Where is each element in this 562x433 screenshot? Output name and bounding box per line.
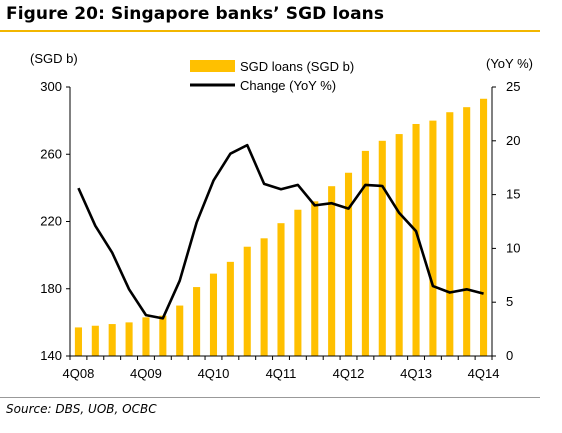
legend-label-line: Change (YoY %)	[240, 78, 336, 93]
right-tick-label: 20	[506, 133, 520, 148]
left-tick-label: 220	[40, 214, 62, 229]
title-underline	[0, 30, 540, 32]
bar	[463, 107, 471, 356]
x-tick-label: 4Q11	[266, 366, 297, 381]
left-tick-label: 300	[40, 79, 62, 94]
left-tick-label: 140	[40, 348, 62, 363]
x-tick-label: 4Q08	[63, 366, 95, 381]
left-tick-label: 180	[40, 281, 62, 296]
bar	[142, 317, 150, 356]
right-tick-label: 25	[506, 79, 520, 94]
bar	[74, 327, 82, 356]
x-tick-label: 4Q14	[468, 366, 500, 381]
left-tick-label: 260	[40, 146, 62, 161]
x-tick-label: 4Q13	[400, 366, 432, 381]
bar	[125, 322, 133, 356]
bar	[260, 238, 268, 356]
bar	[294, 209, 302, 356]
axes	[66, 86, 496, 360]
figure-title: Figure 20: Singapore banks’ SGD loans	[6, 4, 385, 24]
bar	[159, 315, 167, 356]
bar	[193, 287, 201, 356]
bar	[226, 261, 234, 356]
bar	[480, 98, 488, 357]
bar	[328, 186, 336, 356]
bar-series	[74, 98, 488, 357]
yoy-change-line	[77, 143, 484, 320]
source-note: Source: DBS, UOB, OCBC	[6, 402, 157, 416]
tick-labels: 140 180 220 260 300 0 5 10 15 20 25 4Q08 4Q09 4Q10 4Q1…	[40, 79, 520, 381]
bar	[344, 172, 353, 356]
x-tick-label: 4Q10	[198, 366, 230, 381]
bar	[412, 123, 420, 356]
x-tick-label: 4Q12	[333, 366, 365, 381]
right-tick-label: 0	[506, 348, 513, 363]
left-axis-label: (SGD b)	[30, 51, 78, 66]
line-series	[77, 143, 484, 320]
right-axis-label: (YoY %)	[486, 56, 533, 71]
bar	[361, 150, 369, 356]
right-tick-label: 5	[506, 294, 513, 309]
source-divider	[0, 397, 540, 398]
bar	[91, 325, 99, 356]
right-tick-label: 10	[506, 240, 520, 255]
bar	[176, 305, 184, 356]
bar	[446, 112, 454, 356]
bar	[209, 273, 218, 356]
bar	[378, 140, 386, 356]
x-tick-label: 4Q09	[130, 366, 162, 381]
bar	[311, 201, 319, 356]
bar	[395, 134, 403, 356]
bar	[277, 223, 285, 356]
legend-label-bars: SGD loans (SGD b)	[240, 59, 354, 74]
right-tick-label: 15	[506, 187, 520, 202]
legend: SGD loans (SGD b) Change (YoY %)	[190, 59, 354, 93]
bar	[243, 246, 251, 356]
legend-swatch-bars	[190, 60, 235, 72]
bar	[108, 324, 116, 356]
bar	[429, 120, 437, 356]
